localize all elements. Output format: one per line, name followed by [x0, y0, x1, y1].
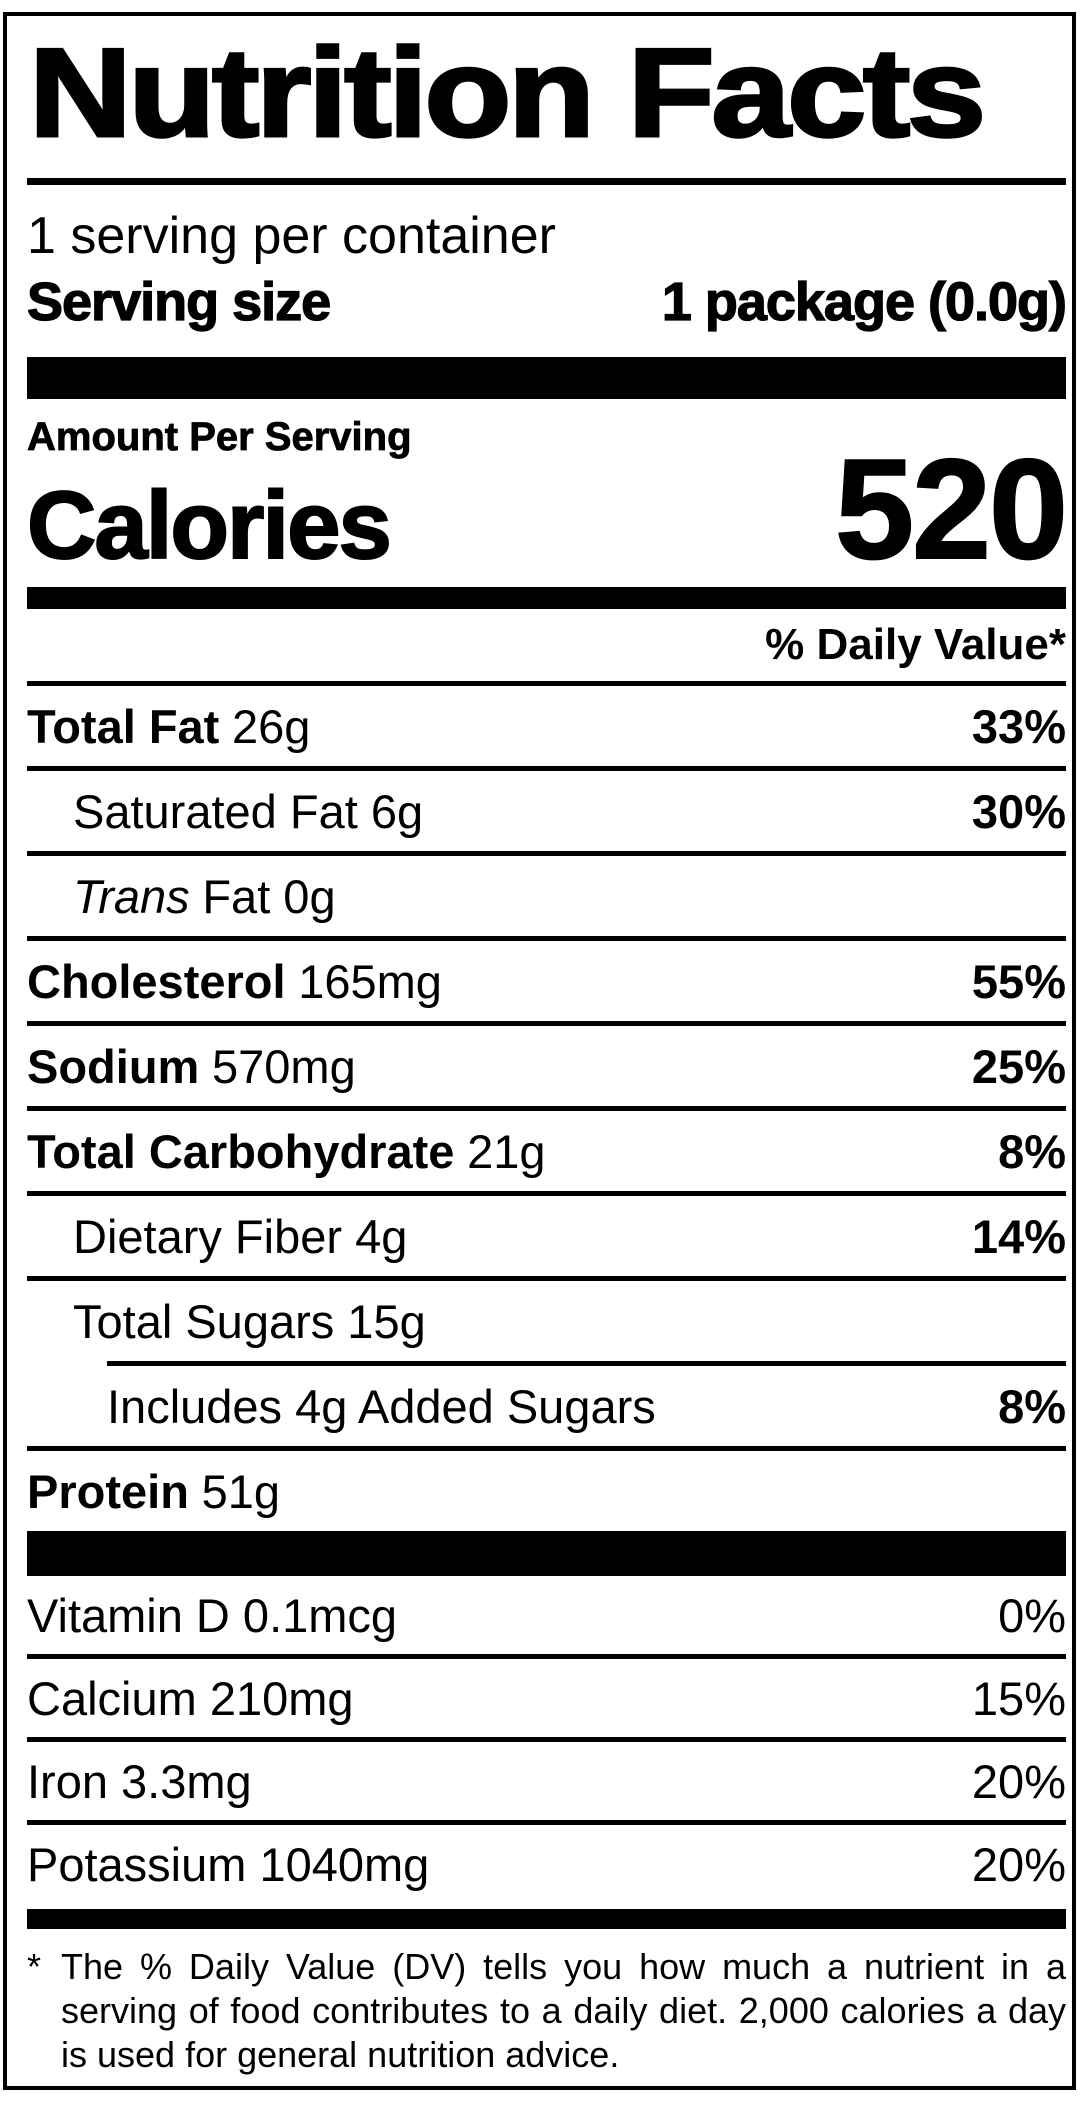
serving-size-value: 1 package (0.0g)	[661, 272, 1067, 332]
nutrient-row-total-sugars: Total Sugars 15g	[27, 1281, 1066, 1361]
divider	[27, 1021, 1066, 1026]
nutrient-row-protein: Protein 51g	[27, 1451, 1066, 1531]
nutrient-dv: 20%	[971, 1755, 1066, 1808]
nutrient-row-sodium: Sodium 570mg 25%	[27, 1026, 1066, 1106]
divider	[27, 1191, 1066, 1196]
divider	[27, 766, 1066, 771]
divider-indented	[107, 1361, 1066, 1366]
nutrient-row-total-fat: Total Fat 26g 33%	[27, 686, 1066, 766]
nutrient-name: Total Carbohydrate 21g	[27, 1125, 546, 1178]
calories-value: 520	[834, 430, 1069, 589]
nutrient-name: Protein 51g	[27, 1465, 281, 1518]
daily-value-header: % Daily Value*	[765, 620, 1066, 669]
nutrient-row-trans-fat: Trans Fat 0g	[27, 856, 1066, 936]
nutrient-dv: 25%	[971, 1040, 1066, 1093]
nutrient-name: Potassium 1040mg	[27, 1838, 430, 1891]
nutrient-dv: 55%	[971, 955, 1066, 1008]
nutrient-dv: 20%	[971, 1838, 1066, 1891]
serving-size-row: Serving size 1 package (0.0g)	[26, 272, 1067, 332]
divider	[27, 1820, 1066, 1825]
nutrient-dv: 14%	[971, 1210, 1066, 1263]
nutrient-dv: 0%	[998, 1589, 1066, 1642]
medium-divider-bottom	[27, 1909, 1066, 1929]
nutrient-row-cholesterol: Cholesterol 165mg 55%	[27, 941, 1066, 1021]
nutrient-row-added-sugars: Includes 4g Added Sugars 8%	[27, 1366, 1066, 1446]
medium-divider-calories	[27, 587, 1066, 609]
divider	[27, 1446, 1066, 1451]
nutrient-name: Trans Fat 0g	[73, 870, 336, 923]
nutrient-name: Includes 4g Added Sugars	[107, 1380, 656, 1433]
thick-divider-protein	[27, 1531, 1066, 1576]
nutrient-name: Vitamin D 0.1mcg	[27, 1589, 398, 1642]
nutrient-dv: 30%	[971, 785, 1066, 838]
nutrient-row-calcium: Calcium 210mg 15%	[27, 1659, 1066, 1737]
amount-per-serving-header: Amount Per Serving	[27, 415, 412, 460]
nutrient-dv: 33%	[971, 700, 1066, 753]
thick-divider-top	[27, 357, 1066, 399]
calories-label: Calories	[26, 472, 393, 579]
nutrient-row-iron: Iron 3.3mg 20%	[27, 1742, 1066, 1820]
nutrient-dv: 15%	[971, 1672, 1066, 1725]
divider	[27, 936, 1066, 941]
nutrient-name: Calcium 210mg	[27, 1672, 354, 1725]
nutrient-dv: 8%	[998, 1125, 1066, 1178]
label-title: Nutrition Facts	[27, 22, 988, 163]
nutrient-name: Sodium 570mg	[27, 1040, 356, 1093]
nutrient-name: Total Fat 26g	[27, 700, 311, 753]
nutrient-row-saturated-fat: Saturated Fat 6g 30%	[27, 771, 1066, 851]
divider	[27, 1654, 1066, 1659]
nutrient-name: Dietary Fiber 4g	[73, 1210, 408, 1263]
nutrition-facts-label: Nutrition Facts 1 serving per container …	[3, 12, 1076, 2090]
calories-row: Calories 520	[26, 430, 1069, 589]
servings-per-container: 1 serving per container	[27, 207, 556, 265]
nutrient-name: Saturated Fat 6g	[73, 785, 424, 838]
nutrient-dv: 8%	[998, 1380, 1066, 1433]
nutrient-name: Iron 3.3mg	[27, 1755, 252, 1808]
nutrient-row-total-carbohydrate: Total Carbohydrate 21g 8%	[27, 1111, 1066, 1191]
nutrient-row-vitamin-d: Vitamin D 0.1mcg 0%	[27, 1576, 1066, 1654]
daily-value-footnote: * The % Daily Value (DV) tells you how m…	[27, 1945, 1066, 2077]
nutrient-row-dietary-fiber: Dietary Fiber 4g 14%	[27, 1196, 1066, 1276]
divider	[27, 1106, 1066, 1111]
footnote-asterisk: *	[27, 1946, 42, 1987]
nutrient-name: Total Sugars 15g	[73, 1295, 426, 1348]
divider	[27, 1737, 1066, 1742]
nutrient-name: Cholesterol 165mg	[27, 955, 442, 1008]
title-divider	[27, 178, 1066, 185]
footnote-text: The % Daily Value (DV) tells you how muc…	[61, 1946, 1066, 2075]
nutrient-row-potassium: Potassium 1040mg 20%	[27, 1825, 1066, 1903]
divider	[27, 681, 1066, 686]
divider	[27, 1276, 1066, 1281]
serving-size-label: Serving size	[26, 272, 331, 332]
divider	[27, 851, 1066, 856]
